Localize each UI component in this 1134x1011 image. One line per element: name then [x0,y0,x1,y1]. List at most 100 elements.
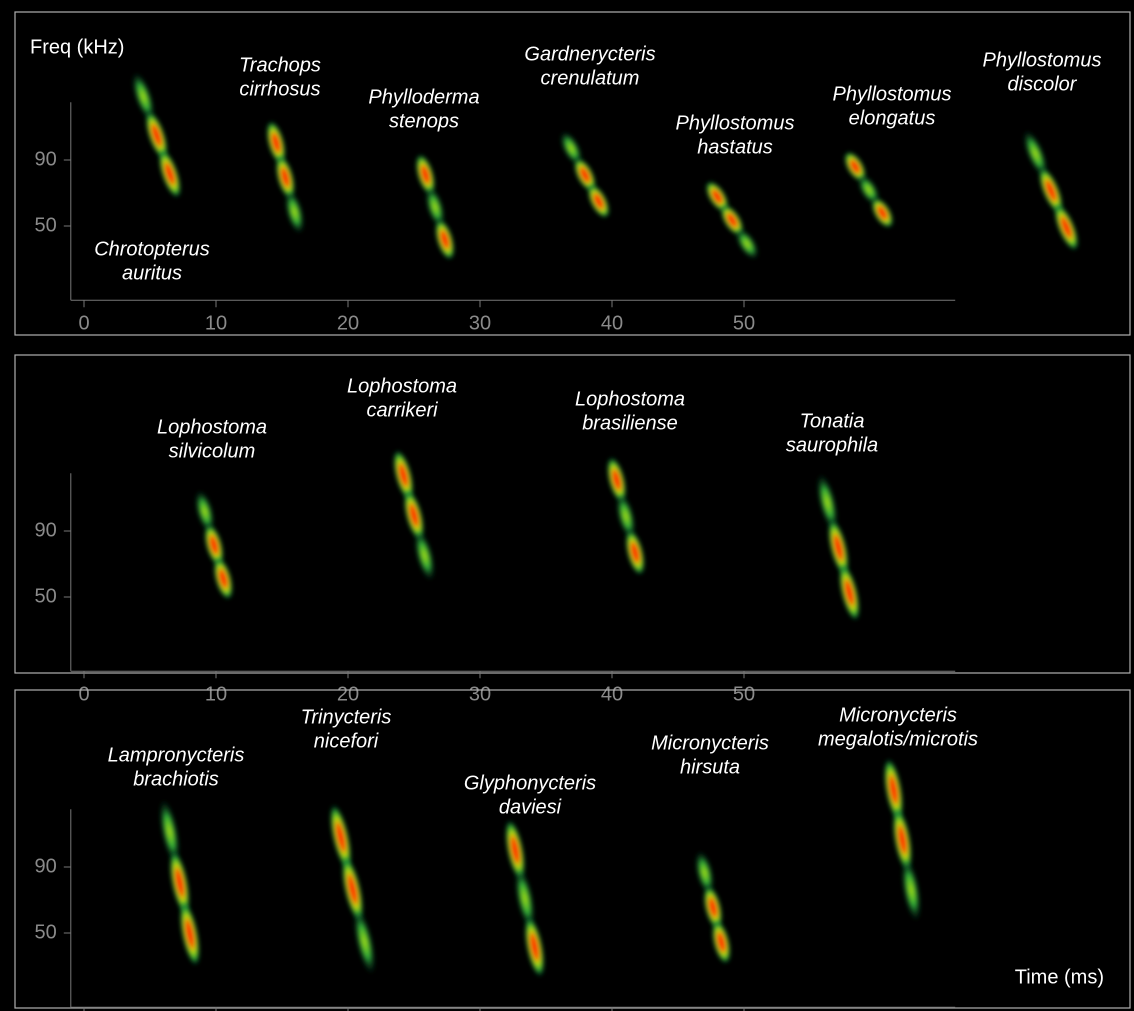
call-band [1038,167,1064,214]
species-label: Lophostoma [575,388,685,410]
y-tick-label: 50 [35,921,57,943]
species-label: Gardnerycteris [524,43,655,65]
x-tick-label: 40 [601,313,623,335]
call-band [711,920,731,964]
call-band [1023,130,1048,177]
x-tick-label: 40 [601,684,623,706]
call [159,799,200,966]
y-tick-label: 90 [35,855,57,877]
x-tick-label: 50 [733,313,755,335]
call-band [524,916,545,978]
call-band [817,474,838,531]
call-band [839,564,860,621]
call-band [275,155,295,200]
species-label: Phyllostomus [833,83,952,105]
call-band [587,184,610,219]
call [132,72,181,198]
x-tick-label: 20 [337,313,359,335]
call-band [857,174,880,205]
species-label: brasiliense [582,412,678,434]
x-tick-label: 0 [78,684,89,706]
species-label: hastatus [697,136,773,158]
call-band [735,228,759,260]
call-band [158,149,181,198]
call-band [901,858,921,922]
call-band [720,204,744,236]
call-band [1054,204,1079,251]
call-band [145,111,168,160]
species-label: Tonatia [800,410,865,432]
species-label: Lampronycteris [108,744,245,766]
x-tick-label: 30 [469,684,491,706]
species-label: Lophostoma [157,416,267,438]
call-band [625,529,645,576]
call-band [425,186,445,228]
species-label: auritus [122,262,182,284]
y-tick-label: 90 [35,148,57,170]
call-band [871,197,894,228]
call-band [169,850,190,915]
species-label: hirsuta [680,756,740,778]
call-band [414,530,435,581]
species-label: Trinycteris [301,706,392,728]
call-band [695,851,714,895]
y-axis-title: Freq (kHz) [30,36,124,58]
panel [14,354,1131,674]
species-label: Micronycteris [839,704,957,726]
call-band [705,181,729,212]
x-tick-label: 0 [78,313,89,335]
call [393,449,435,581]
call-band [341,856,364,922]
call-band [403,490,425,541]
call [195,490,233,600]
call-band [284,190,305,234]
call [505,819,545,978]
x-axis-title: Time (ms) [1015,966,1104,988]
call-band [616,493,636,539]
species-label: elongatus [849,107,936,129]
call-band [573,157,597,192]
species-label: Phyllostomus [676,112,795,134]
call-band [353,908,376,975]
species-label: silvicolum [169,440,256,462]
species-label: Glyphonycteris [464,772,596,794]
call-band [505,819,526,881]
species-label: cirrhosus [239,78,320,100]
call-band [393,449,414,501]
species-label: Chrotopterus [94,238,210,260]
call-band [204,523,224,567]
call [560,131,610,219]
species-label: daviesi [499,796,562,818]
species-label: Phyllostomus [983,49,1102,71]
call-band [213,557,233,600]
call-band [560,131,583,166]
x-tick-label: 10 [205,684,227,706]
call-band [415,154,436,195]
x-tick-label: 20 [337,684,359,706]
y-tick-label: 50 [35,585,57,607]
panel [14,689,1131,1009]
species-label: discolor [1008,73,1078,95]
call-band [703,885,723,930]
y-tick-label: 50 [35,214,57,236]
call [329,804,376,975]
species-label: crenulatum [541,67,640,89]
call-band [844,151,867,182]
call [844,151,894,228]
call-band [514,868,535,929]
call-band [266,120,286,165]
species-label: stenops [389,110,459,132]
call-band [606,457,627,503]
call-band [828,519,849,576]
call [415,154,455,260]
call-band [179,901,200,966]
species-label: Phylloderma [368,86,479,108]
x-tick-label: 30 [469,313,491,335]
call [1023,130,1079,251]
species-label: Trachops [239,54,321,76]
species-label: nicefori [314,730,379,752]
call [695,851,731,964]
call [606,457,645,576]
